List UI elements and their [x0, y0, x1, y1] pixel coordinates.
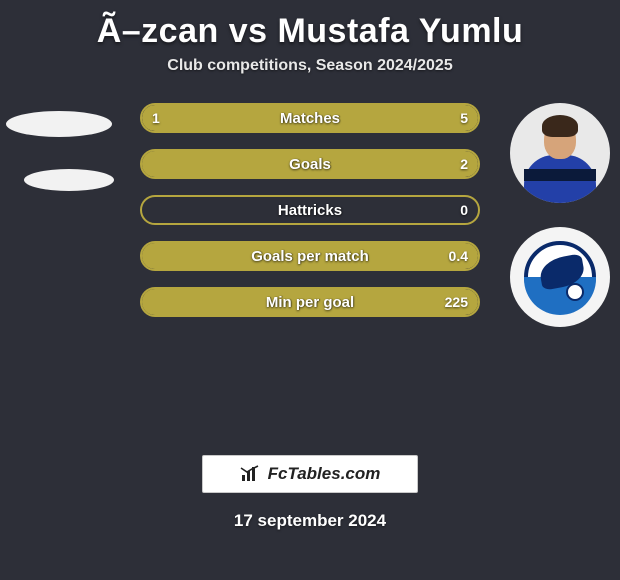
right-club-badge: [510, 227, 610, 327]
player-hair: [542, 115, 578, 137]
comparison-content: 1Matches5 Goals2 Hattricks0 Goals per match…: [0, 103, 620, 443]
page-title: Ã–zcan vs Mustafa Yumlu: [0, 0, 620, 57]
date-label: 17 september 2024: [0, 511, 620, 531]
stat-row: Min per goal225: [140, 287, 480, 317]
left-club-badge-placeholder: [24, 169, 114, 191]
stat-row: Goals per match0.4: [140, 241, 480, 271]
bar-chart-icon: [240, 465, 262, 483]
left-player-column: [6, 103, 114, 191]
stat-row: 1Matches5: [140, 103, 480, 133]
stat-row: Goals2: [140, 149, 480, 179]
stat-value-right: 0: [460, 197, 468, 223]
comparison-bars: 1Matches5 Goals2 Hattricks0 Goals per match…: [140, 103, 480, 333]
page-subtitle: Club competitions, Season 2024/2025: [0, 57, 620, 75]
club-badge-ball: [566, 283, 584, 301]
left-player-avatar-placeholder: [6, 111, 112, 137]
stat-value-right: 5: [460, 105, 468, 131]
player-jersey-stripe: [524, 169, 596, 181]
stat-value-right: 2: [460, 151, 468, 177]
brand-box[interactable]: FcTables.com: [202, 455, 418, 493]
stat-label: Min per goal: [142, 289, 478, 315]
stat-row: Hattricks0: [140, 195, 480, 225]
right-player-column: [510, 103, 610, 327]
stat-label: Goals: [142, 151, 478, 177]
stat-value-right: 0.4: [449, 243, 468, 269]
stat-label: Hattricks: [142, 197, 478, 223]
stat-label: Goals per match: [142, 243, 478, 269]
right-player-avatar: [510, 103, 610, 203]
stat-value-right: 225: [445, 289, 468, 315]
stat-label: Matches: [142, 105, 478, 131]
brand-label: FcTables.com: [268, 464, 381, 484]
